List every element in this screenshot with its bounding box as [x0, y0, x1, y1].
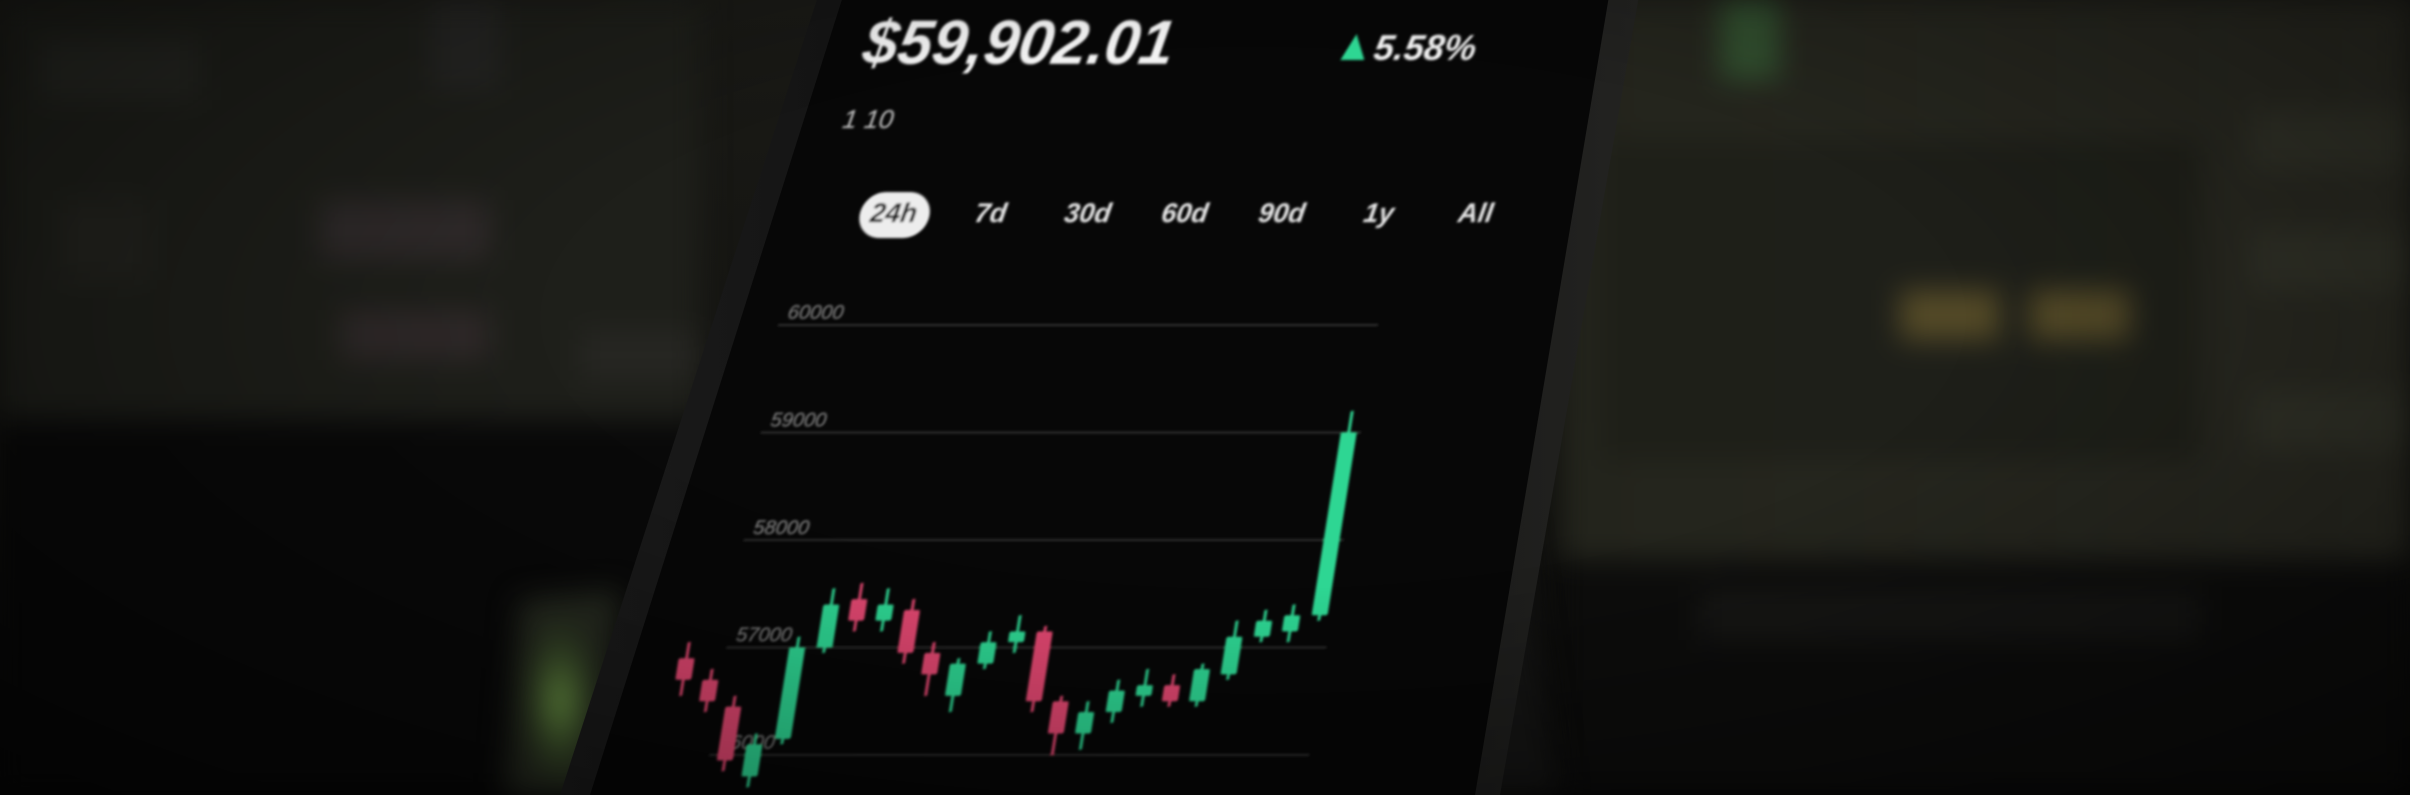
tab-7d[interactable]: 7d	[973, 197, 1011, 228]
y-tick-label: 58000	[752, 517, 812, 539]
tab-all[interactable]: All	[1455, 197, 1497, 228]
tab-30d[interactable]: 30d	[1062, 197, 1115, 228]
y-tick-label: 59000	[769, 410, 829, 432]
tab-label: All	[1455, 197, 1497, 228]
candle-body	[1135, 685, 1153, 696]
tab-label: 24h	[867, 197, 919, 228]
candle-body	[1162, 685, 1180, 702]
tab-label: 30d	[1062, 197, 1115, 228]
candle-body	[875, 604, 894, 621]
candle-body	[1008, 631, 1026, 643]
change-value: 5.58%	[1371, 27, 1480, 68]
candle-body	[1282, 615, 1301, 632]
phone-screen	[590, 0, 1609, 795]
tab-label: 90d	[1256, 197, 1309, 228]
candle-body	[1253, 620, 1272, 637]
sub-label: 1 10	[841, 104, 897, 134]
tab-90d[interactable]: 90d	[1256, 197, 1309, 228]
tab-label: 7d	[973, 197, 1011, 228]
y-tick-label: 60000	[786, 302, 846, 324]
tab-60d[interactable]: 60d	[1159, 197, 1212, 228]
price-value: $59,902.01	[858, 9, 1180, 78]
tab-label: 60d	[1159, 197, 1212, 228]
y-tick-label: 57000	[735, 625, 795, 647]
